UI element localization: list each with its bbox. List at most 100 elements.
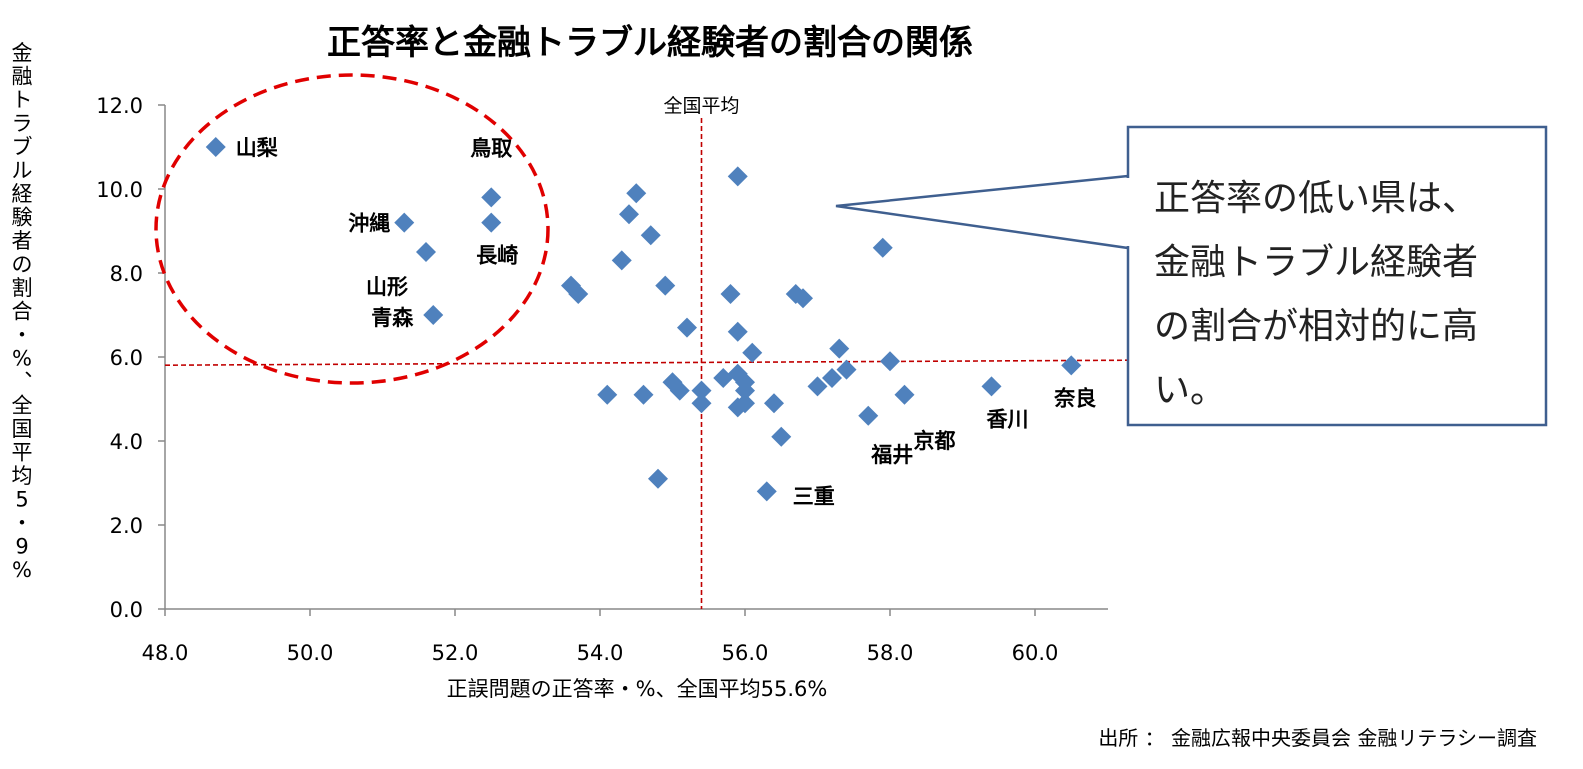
data-point: [416, 242, 436, 262]
point-label: 香川: [987, 407, 1029, 431]
callout-text: 正答率の低い県は、 金融トラブル経験者 の割合が相対的に高 い。: [1154, 178, 1479, 411]
y-axis-label-char: ︑: [12, 370, 33, 394]
data-point: [1061, 355, 1082, 376]
data-point: [568, 284, 589, 304]
data-point: [829, 338, 850, 359]
axes: [164, 105, 1108, 610]
point-label: 奈良: [1053, 386, 1096, 410]
data-point: [626, 183, 647, 204]
x-tick-label: 48.0: [142, 641, 189, 665]
y-axis-label-char: 割: [12, 276, 33, 300]
point-label: 三重: [793, 484, 835, 508]
average-label: 全国平均: [663, 95, 739, 117]
data-point: [735, 393, 755, 414]
data-point: [727, 321, 748, 342]
data-point: [822, 368, 842, 388]
data-point: [677, 317, 697, 338]
tick-labels: 0.0 2.0 4.0 6.0 8.0 10.0 12.0 48.0 50.0 52.0 54.0 5…: [96, 94, 1058, 665]
y-tick-label: 10.0: [96, 178, 143, 202]
data-point: [640, 225, 661, 246]
data-point: [481, 187, 502, 208]
data-point: [691, 393, 712, 414]
chart-title: 正答率と金融トラブル経験者の割合の関係: [327, 23, 973, 63]
point-label: 福井: [870, 443, 913, 467]
data-point: [872, 237, 893, 258]
y-axis-label-char: 者: [12, 229, 33, 253]
callout-box: [1126, 125, 1548, 427]
point-label: 山梨: [236, 136, 278, 160]
y-tick-label: 8.0: [110, 262, 143, 286]
point-label: 長崎: [476, 244, 518, 268]
data-point: [619, 204, 639, 225]
y-tick-label: 0.0: [110, 598, 143, 622]
x-tick-label: 52.0: [432, 641, 479, 665]
y-axis-label-char: の: [12, 253, 33, 277]
y-axis-label-char: 金: [12, 41, 33, 65]
y-axis-label-char: ・: [12, 511, 33, 535]
highlight-ellipse: [154, 73, 550, 385]
point-label: 沖縄: [348, 212, 390, 236]
y-tick-label: 2.0: [110, 514, 143, 538]
y-axis-label-char: 全: [12, 394, 33, 418]
point-label: 鳥取: [470, 136, 512, 160]
data-point: [713, 368, 734, 388]
data-point: [858, 405, 879, 426]
y-axis-label: 金融トラブル経験者の割合・%︑全国平均5・9%: [12, 41, 33, 582]
point-label: 京都: [914, 429, 956, 453]
data-point: [633, 384, 654, 405]
data-point: [756, 481, 777, 502]
x-tick-label: 54.0: [577, 641, 624, 665]
y-axis-label-char: %: [12, 558, 32, 582]
data-point: [793, 288, 813, 309]
callout-pointer: [835, 174, 1130, 250]
data-point: [669, 380, 690, 401]
average-y-line: [164, 359, 1133, 367]
x-tick-label: 58.0: [867, 641, 914, 665]
x-tick-label: 60.0: [1012, 641, 1059, 665]
point-label: 山形: [366, 275, 408, 299]
data-point: [807, 376, 828, 397]
y-axis-label-char: ブ: [12, 135, 33, 159]
y-tick-label: 12.0: [96, 94, 143, 118]
y-axis-label-char: ト: [12, 88, 33, 112]
data-point: [735, 380, 755, 401]
y-axis-label-char: 平: [12, 441, 33, 465]
data-point: [655, 275, 676, 296]
y-axis-label-char: ル: [12, 159, 33, 183]
average-lines: 全国平均: [164, 95, 1133, 609]
y-axis-label-char: ラ: [12, 112, 33, 136]
source-note: 出所 ： 金融広報中央委員会 金融リテラシー調査: [1098, 726, 1537, 750]
y-axis-label-char: 融: [12, 65, 33, 89]
data-point: [727, 166, 748, 187]
data-point: [691, 380, 712, 401]
y-axis-label-char: 5: [15, 488, 28, 512]
data-point: [611, 250, 632, 271]
data-point: [720, 284, 741, 304]
point-label: 青森: [371, 306, 414, 330]
data-point: [742, 342, 763, 363]
callout: 正答率の低い県は、 金融トラブル経験者 の割合が相対的に高 い。: [1128, 127, 1546, 425]
data-points: [205, 137, 1082, 502]
y-axis-label-char: %: [12, 347, 32, 371]
data-point: [836, 359, 857, 380]
data-point: [771, 426, 792, 447]
y-axis-label-char: 経: [12, 182, 33, 206]
data-point: [648, 468, 668, 489]
data-point: [481, 212, 502, 233]
y-axis-label-char: 国: [12, 417, 33, 441]
data-point: [597, 384, 618, 405]
y-tick-label: 4.0: [110, 430, 143, 454]
data-point: [394, 212, 415, 233]
data-point: [880, 351, 900, 372]
data-point: [205, 137, 226, 157]
y-axis-label-char: 均: [12, 464, 33, 488]
data-point: [981, 376, 1002, 397]
x-tick-label: 50.0: [287, 641, 334, 665]
data-point: [764, 393, 784, 414]
x-tick-label: 56.0: [722, 641, 769, 665]
data-point: [423, 305, 444, 325]
y-axis-label-char: 9: [15, 535, 28, 559]
y-axis-label-char: 合: [12, 300, 33, 324]
